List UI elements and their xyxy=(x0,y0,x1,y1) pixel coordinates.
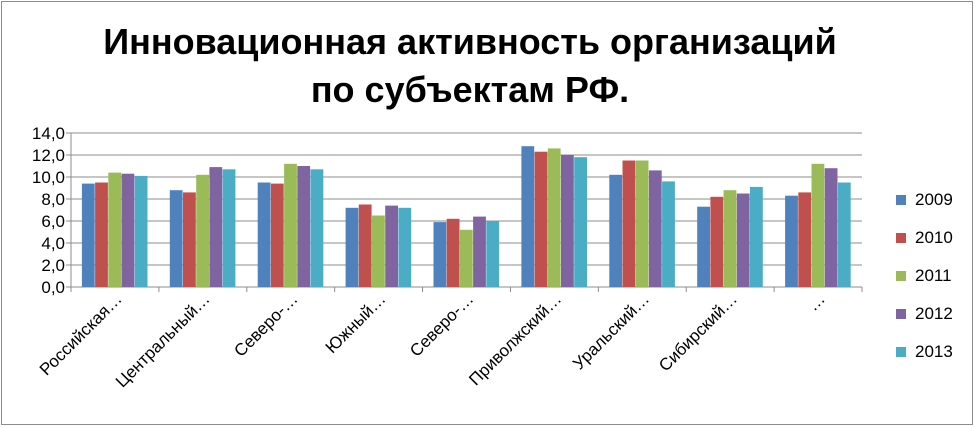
y-tick-label: 14,0 xyxy=(32,124,65,143)
bar xyxy=(750,186,763,287)
bar xyxy=(635,160,649,287)
legend-label: 2009 xyxy=(915,190,953,209)
x-tick-label: Южный… xyxy=(322,289,390,357)
legend-swatch xyxy=(896,347,906,357)
legend-swatch xyxy=(896,233,906,243)
bar xyxy=(723,190,737,287)
bar xyxy=(662,181,675,287)
bar xyxy=(95,182,108,287)
bar xyxy=(121,173,135,287)
legend-swatch xyxy=(896,195,906,205)
bar xyxy=(622,160,636,287)
bar xyxy=(270,183,284,287)
bar xyxy=(297,166,311,287)
bar xyxy=(561,155,574,287)
legend-swatch xyxy=(896,271,906,281)
bar xyxy=(385,205,398,287)
legend-label: 2011 xyxy=(915,266,952,285)
bar xyxy=(196,174,209,287)
legend-item: 2010 xyxy=(896,219,953,257)
bar xyxy=(534,151,548,287)
bar xyxy=(446,218,460,287)
y-tick-label: 10,0 xyxy=(32,168,65,187)
bar xyxy=(222,169,236,287)
bar xyxy=(811,163,825,287)
bar xyxy=(257,182,271,287)
bar xyxy=(547,148,561,287)
y-tick-label: 8,0 xyxy=(41,190,65,209)
bar xyxy=(648,170,662,287)
bar xyxy=(697,206,710,287)
bar xyxy=(473,216,486,287)
bar xyxy=(398,207,412,287)
legend-item: 2011 xyxy=(896,257,953,295)
bar xyxy=(459,229,473,287)
legend-item: 2012 xyxy=(896,295,953,333)
bar xyxy=(372,215,385,287)
bar xyxy=(785,195,798,287)
bar xyxy=(798,192,812,287)
legend-item: 2013 xyxy=(896,333,953,371)
bar xyxy=(134,175,148,287)
y-tick-label: 12,0 xyxy=(32,146,65,165)
bar xyxy=(574,157,587,287)
bar xyxy=(710,196,724,287)
x-tick-label: … xyxy=(803,289,828,314)
x-tick-label: Северо-… xyxy=(406,289,477,360)
bar xyxy=(486,221,500,287)
legend-label: 2013 xyxy=(915,342,953,361)
y-tick-label: 6,0 xyxy=(41,212,65,231)
legend-label: 2012 xyxy=(915,304,953,323)
bar xyxy=(108,172,122,287)
bar xyxy=(609,174,623,287)
y-tick-label: 4,0 xyxy=(41,234,65,253)
legend-label: 2010 xyxy=(915,228,953,247)
bar xyxy=(310,169,324,287)
bar xyxy=(433,222,447,287)
legend-item: 2009 xyxy=(896,181,953,219)
x-tick-label: Приволжский… xyxy=(465,289,565,389)
bar xyxy=(169,190,183,287)
bar xyxy=(358,204,372,287)
bar xyxy=(824,168,838,287)
bar xyxy=(183,192,196,287)
bar xyxy=(81,183,95,287)
bar xyxy=(837,182,851,287)
chart-legend: 2009 2010 2011 2012 2013 xyxy=(896,181,953,371)
bar xyxy=(521,146,535,287)
bar xyxy=(736,193,750,287)
bar xyxy=(345,207,359,287)
x-tick-label: Уральский… xyxy=(569,289,653,373)
x-tick-label: Центральный… xyxy=(112,289,214,391)
x-tick-label: Северо-… xyxy=(230,289,301,360)
x-tick-label: Российская… xyxy=(36,289,126,379)
y-tick-label: 2,0 xyxy=(41,256,65,275)
chart-title: Инновационная активность организаций по … xyxy=(103,21,837,110)
y-tick-label: 0,0 xyxy=(41,278,65,297)
x-tick-label: Сибирский… xyxy=(655,289,741,375)
bar xyxy=(209,167,223,287)
bar xyxy=(284,163,297,287)
legend-swatch xyxy=(896,309,906,319)
